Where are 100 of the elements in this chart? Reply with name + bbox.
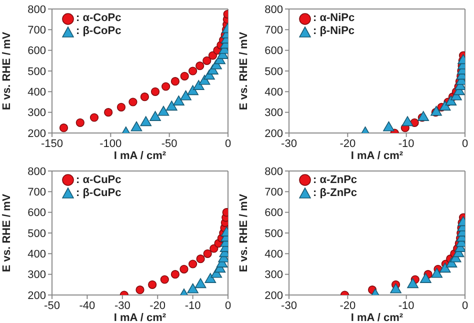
x-tick-label: 0 xyxy=(462,138,468,150)
point xyxy=(148,280,157,288)
x-tick-label: -30 xyxy=(281,138,297,150)
point xyxy=(150,87,160,96)
y-tick-label: 300 xyxy=(264,268,283,281)
y-tick-label: 300 xyxy=(264,107,283,120)
x-tick-label: -20 xyxy=(150,299,166,312)
point xyxy=(76,118,84,127)
y-tick-label: 300 xyxy=(28,268,46,281)
point xyxy=(180,72,189,80)
y-tick-label: 200 xyxy=(28,289,46,302)
point xyxy=(173,96,184,106)
point xyxy=(196,62,204,70)
point xyxy=(104,108,113,117)
point xyxy=(407,278,418,288)
y-tick-label: 800 xyxy=(28,4,46,16)
legend-label: : β-ZnPc xyxy=(313,186,357,200)
point xyxy=(136,285,144,294)
point xyxy=(187,282,198,293)
y-tick-label: 700 xyxy=(264,186,283,198)
x-tick-label: -50 xyxy=(44,299,60,312)
y-tick-label: 800 xyxy=(28,165,46,178)
point xyxy=(390,282,402,293)
point xyxy=(430,106,442,116)
legend-label: : β-CoPc xyxy=(76,25,122,38)
point xyxy=(383,121,394,132)
point xyxy=(160,274,169,284)
y-tick-label: 400 xyxy=(264,248,283,260)
point xyxy=(158,106,170,116)
x-axis-title: I mA / cm² xyxy=(350,150,404,162)
point xyxy=(420,272,432,282)
y-tick-label: 500 xyxy=(264,227,283,240)
point xyxy=(187,85,198,96)
point xyxy=(439,100,451,111)
point xyxy=(130,121,142,132)
point xyxy=(203,248,212,258)
y-tick-label: 800 xyxy=(264,4,283,16)
point xyxy=(150,111,161,121)
point xyxy=(180,264,188,273)
x-tick-label: 0 xyxy=(224,299,232,312)
x-tick-label: -40 xyxy=(79,299,96,312)
x-tick-label: -10 xyxy=(398,299,414,312)
y-axis-title: E vs. RHE / mV xyxy=(0,192,13,272)
point xyxy=(180,90,192,100)
point xyxy=(188,66,198,76)
point xyxy=(402,116,414,126)
point xyxy=(194,278,206,288)
y-tick-label: 600 xyxy=(28,206,46,219)
y-tick-label: 200 xyxy=(264,289,283,302)
legend-label: : α-NiPc xyxy=(313,12,355,25)
point xyxy=(162,82,170,91)
point xyxy=(439,262,451,272)
x-tick-label: -20 xyxy=(340,299,356,312)
y-tick-label: 700 xyxy=(28,24,46,37)
x-tick-label: -100 xyxy=(100,138,122,150)
point xyxy=(170,77,180,86)
point xyxy=(418,111,430,121)
x-tick-label: 0 xyxy=(462,299,468,312)
y-tick-label: 600 xyxy=(264,45,283,58)
x-tick-label: -30 xyxy=(281,299,297,312)
point xyxy=(202,56,212,65)
y-tick-label: 600 xyxy=(28,45,46,58)
x-tick-label: -10 xyxy=(398,138,414,150)
legend-label: : β-NiPc xyxy=(313,25,355,38)
legend-label: : β-CuPc xyxy=(76,186,122,200)
y-axis-title: E vs. RHE / mV xyxy=(238,192,250,272)
point xyxy=(431,267,443,278)
x-tick-label: -20 xyxy=(340,138,356,150)
point xyxy=(140,116,152,126)
y-tick-label: 700 xyxy=(264,24,283,37)
y-tick-label: 800 xyxy=(264,165,283,178)
y-axis-title: E vs. RHE / mV xyxy=(238,31,250,110)
point xyxy=(188,259,198,268)
x-axis-title: I mA / cm² xyxy=(350,312,404,323)
legend-label: : α-CoPc xyxy=(76,12,122,25)
point xyxy=(140,92,149,102)
y-axis-title: E vs. RHE / mV xyxy=(0,31,13,110)
x-tick-label: -150 xyxy=(40,138,64,150)
point xyxy=(128,98,138,106)
y-tick-label: 500 xyxy=(28,227,46,240)
point xyxy=(90,113,99,122)
point xyxy=(59,124,68,132)
y-tick-label: 600 xyxy=(264,206,283,219)
x-tick-label: -10 xyxy=(184,299,201,312)
x-axis-title: I mA / cm² xyxy=(114,150,166,162)
y-tick-label: 400 xyxy=(28,86,46,99)
y-tick-label: 400 xyxy=(264,86,283,99)
point xyxy=(193,80,204,90)
y-tick-label: 500 xyxy=(28,66,46,78)
x-axis-title: I mA / cm² xyxy=(114,312,166,323)
x-tick-label: -50 xyxy=(161,138,178,150)
point xyxy=(166,100,178,111)
point xyxy=(170,270,180,278)
legend-label: : α-CuPc xyxy=(76,174,122,186)
y-tick-label: 500 xyxy=(264,66,283,78)
x-tick-label: -30 xyxy=(114,299,130,312)
y-tick-label: 700 xyxy=(28,186,46,198)
y-tick-label: 400 xyxy=(28,248,46,260)
y-tick-label: 200 xyxy=(28,128,46,140)
y-tick-label: 200 xyxy=(264,128,283,140)
